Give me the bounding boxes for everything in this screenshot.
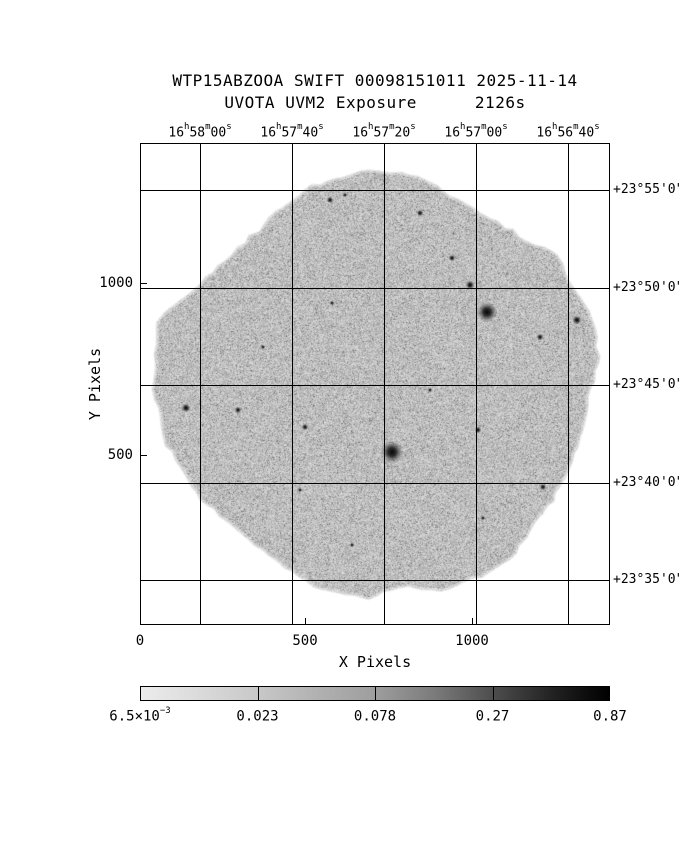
colorbar-label-base: 0.87	[593, 709, 627, 725]
x-tick-label: 1000	[455, 633, 489, 649]
second-superscript: s	[318, 122, 323, 132]
x-tick-label: 500	[292, 633, 317, 649]
ra-minutes: 58	[189, 125, 205, 140]
colorbar-label-base: 0.023	[236, 709, 278, 725]
minute-superscript: m	[481, 122, 486, 132]
ra-seconds: 40	[303, 125, 319, 140]
ra-tick-label: 16h56m40s	[536, 124, 599, 140]
ra-minutes: 56	[557, 125, 573, 140]
plot-subtitle: UVOTA UVM2 Exposure 2126s	[140, 93, 610, 112]
colorbar-label-base: 0.078	[354, 709, 396, 725]
colorbar-label-base: 6.5×10	[109, 709, 160, 725]
colorbar-label: 0.27	[476, 708, 510, 725]
minute-superscript: m	[573, 122, 578, 132]
colorbar-label: 0.078	[354, 708, 396, 725]
ra-hours: 16	[444, 125, 460, 140]
page-root: WTP15ABZOOA SWIFT 00098151011 2025-11-14…	[0, 0, 680, 850]
colorbar-tick	[258, 687, 259, 701]
colorbar-label: 6.5×10−3	[109, 708, 170, 725]
dec-tick-label: +23°55'0"	[613, 182, 680, 197]
second-superscript: s	[594, 122, 599, 132]
ra-minutes: 57	[281, 125, 297, 140]
hour-superscript: h	[552, 122, 557, 132]
ra-hours: 16	[352, 125, 368, 140]
ra-tick-label: 16h57m40s	[260, 124, 323, 140]
ra-seconds: 20	[395, 125, 411, 140]
subtitle-exposure-time: 2126s	[475, 93, 526, 112]
y-tick-label: 1000	[0, 275, 133, 291]
colorbar-label-exponent: −3	[160, 706, 171, 716]
x-tick-label: 0	[136, 633, 144, 649]
y-axis-title: Y Pixels	[86, 348, 104, 420]
dec-tick-label: +23°40'0"	[613, 475, 680, 490]
dec-tick-label: +23°50'0"	[613, 280, 680, 295]
dec-tick-label: +23°35'0"	[613, 572, 680, 587]
colorbar-tick	[375, 687, 376, 701]
ra-tick-label: 16h57m20s	[352, 124, 415, 140]
ra-hours: 16	[260, 125, 276, 140]
second-superscript: s	[410, 122, 415, 132]
exposure-map-canvas	[140, 143, 610, 625]
ra-tick-label: 16h57m00s	[444, 124, 507, 140]
minute-superscript: m	[389, 122, 394, 132]
ra-hours: 16	[168, 125, 184, 140]
second-superscript: s	[226, 122, 231, 132]
ra-hours: 16	[536, 125, 552, 140]
hour-superscript: h	[276, 122, 281, 132]
hour-superscript: h	[460, 122, 465, 132]
dec-tick-label: +23°45'0"	[613, 377, 680, 392]
x-axis-title: X Pixels	[140, 653, 610, 671]
hour-superscript: h	[184, 122, 189, 132]
minute-superscript: m	[205, 122, 210, 132]
ra-seconds: 00	[211, 125, 227, 140]
plot-title: WTP15ABZOOA SWIFT 00098151011 2025-11-14	[140, 71, 610, 90]
ra-minutes: 57	[465, 125, 481, 140]
subtitle-instrument: UVOTA UVM2 Exposure	[224, 93, 417, 112]
ra-seconds: 40	[579, 125, 595, 140]
ra-seconds: 00	[487, 125, 503, 140]
colorbar-label: 0.87	[593, 708, 627, 725]
colorbar-label: 0.023	[236, 708, 278, 725]
ra-minutes: 57	[373, 125, 389, 140]
colorbar-label-base: 0.27	[476, 709, 510, 725]
minute-superscript: m	[297, 122, 302, 132]
ra-tick-label: 16h58m00s	[168, 124, 231, 140]
hour-superscript: h	[368, 122, 373, 132]
colorbar-tick	[493, 687, 494, 701]
plot-area	[140, 143, 610, 625]
second-superscript: s	[502, 122, 507, 132]
y-tick-label: 500	[0, 447, 133, 463]
